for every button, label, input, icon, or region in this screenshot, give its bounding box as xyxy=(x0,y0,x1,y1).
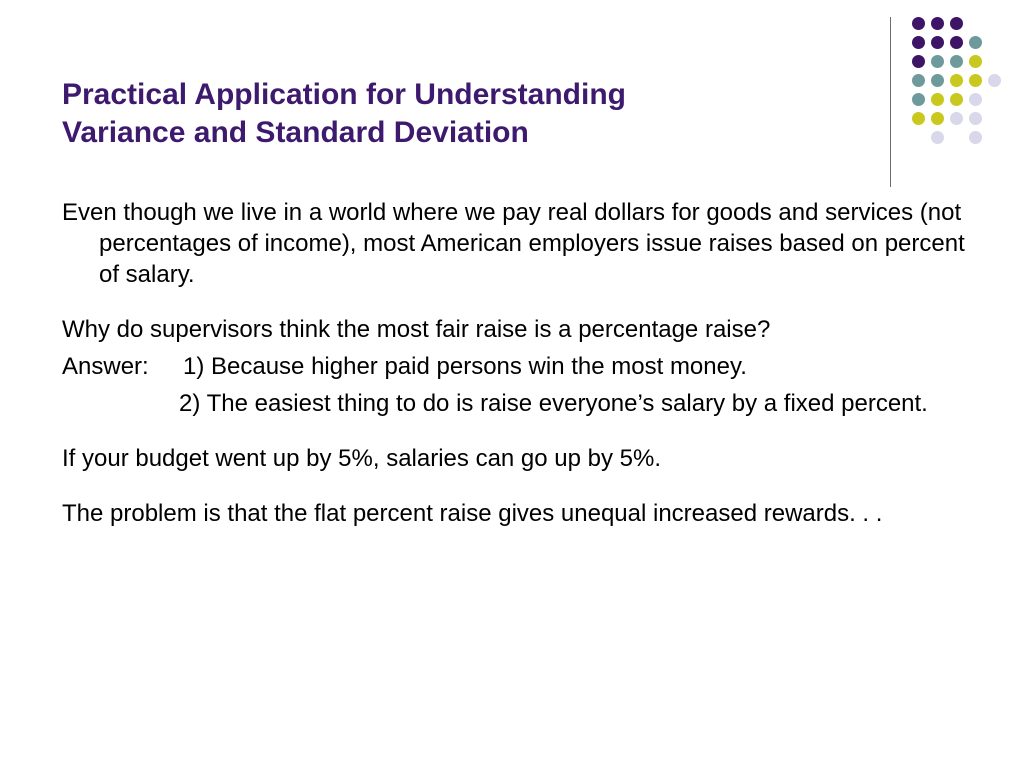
decorative-dot xyxy=(931,55,944,68)
decorative-dot xyxy=(969,36,982,49)
decorative-dot xyxy=(912,93,925,106)
decorative-dot xyxy=(950,112,963,125)
title-divider-line xyxy=(890,17,891,187)
decorative-dot xyxy=(988,74,1001,87)
decorative-dot xyxy=(912,112,925,125)
paragraph-raises-intro: Even though we live in a world where we … xyxy=(62,199,965,288)
decorative-dot xyxy=(950,36,963,49)
decorative-dot xyxy=(912,17,925,30)
decorative-dot xyxy=(931,131,944,144)
answer-item-1: 1) Because higher paid persons win the m… xyxy=(183,353,747,380)
decorative-dot xyxy=(912,36,925,49)
paragraph-budget: If your budget went up by 5%, salaries c… xyxy=(62,445,662,472)
answer-row-1: Answer: 1) Because higher paid persons wi… xyxy=(62,351,967,382)
answer-item-2: 2) The easiest thing to do is raise ever… xyxy=(179,390,928,417)
answer-label: Answer: xyxy=(62,353,149,380)
decorative-dot xyxy=(950,17,963,30)
slide-title-line-1: Practical Application for Understanding xyxy=(62,78,626,111)
decorative-dot xyxy=(950,93,963,106)
paragraph-question: Why do supervisors think the most fair r… xyxy=(62,316,771,343)
decorative-dot xyxy=(931,36,944,49)
decorative-dot xyxy=(931,112,944,125)
decorative-dot xyxy=(931,17,944,30)
decorative-dot xyxy=(950,74,963,87)
decorative-dot xyxy=(912,55,925,68)
decorative-dot xyxy=(969,112,982,125)
decorative-dot xyxy=(931,93,944,106)
decorative-dot xyxy=(969,74,982,87)
decorative-dot xyxy=(931,74,944,87)
decorative-dot xyxy=(969,131,982,144)
decorative-dot xyxy=(912,74,925,87)
slide-title: Practical Application for Understanding … xyxy=(62,76,862,152)
decorative-dot xyxy=(950,55,963,68)
decorative-dot xyxy=(969,55,982,68)
paragraph-problem: The problem is that the flat percent rai… xyxy=(62,500,883,527)
slide-title-line-2: Variance and Standard Deviation xyxy=(62,116,529,149)
decorative-dot xyxy=(969,93,982,106)
slide-body: Even though we live in a world where we … xyxy=(62,197,967,529)
